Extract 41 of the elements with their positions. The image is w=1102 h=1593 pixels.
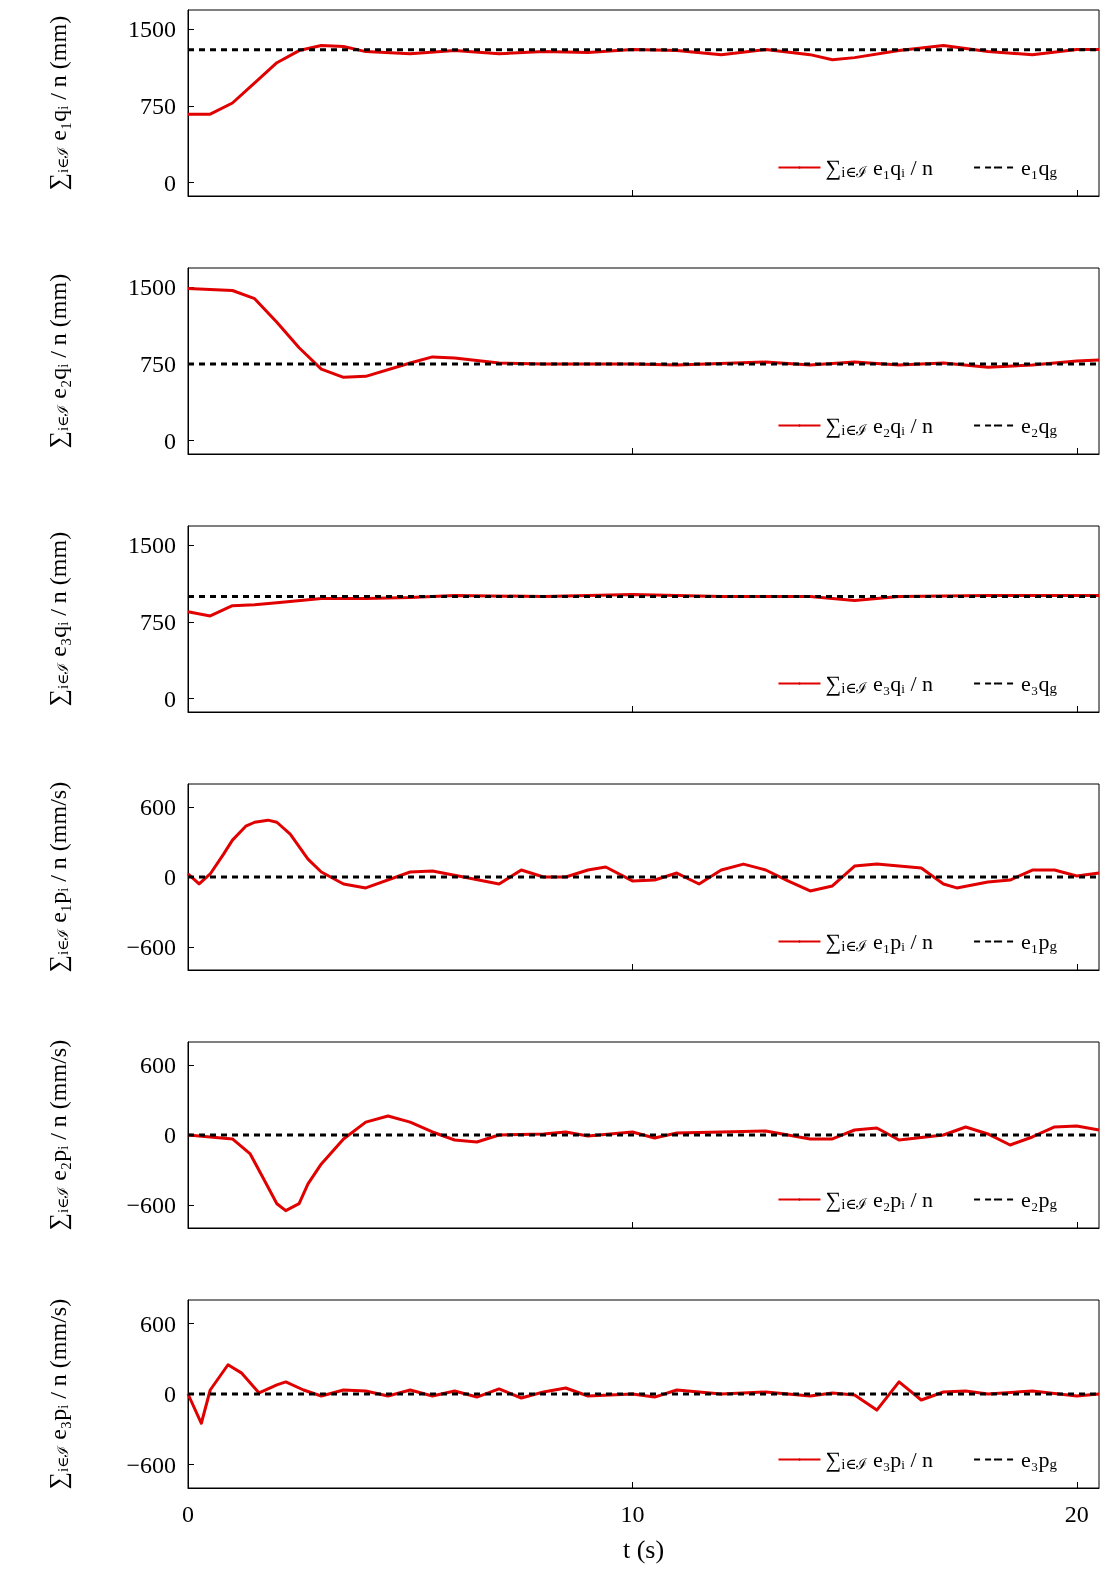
y-tick-label: 0 xyxy=(164,685,176,712)
y-axis-title: ∑i∈ℐ e₃pᵢ / n (mm/s) xyxy=(45,1298,72,1490)
legend-label: ∑i∈ℐ e₃pᵢ / n xyxy=(825,1447,934,1472)
y-axis-title: ∑i∈ℐ e₂qᵢ / n (mm) xyxy=(45,273,72,449)
y-tick-label: 0 xyxy=(164,169,176,196)
x-tick-label: 10 xyxy=(620,1501,645,1527)
legend-label: ∑i∈ℐ e₁pᵢ / n xyxy=(825,929,934,954)
legend-label: ∑i∈ℐ e₂pᵢ / n xyxy=(825,1187,934,1212)
y-tick-label: 1500 xyxy=(128,16,176,43)
x-axis-title: t (s) xyxy=(622,1534,665,1564)
legend-label: ∑i∈ℐ e₁qᵢ / n xyxy=(825,155,934,180)
y-tick-label: 600 xyxy=(140,1052,176,1079)
legend-label: ∑i∈ℐ e₂qᵢ / n xyxy=(825,413,934,438)
y-tick-label: 1500 xyxy=(128,532,176,559)
legend-label: e₂pg xyxy=(1021,1187,1058,1212)
y-tick-label: 0 xyxy=(164,864,176,890)
legend-label: e₂qg xyxy=(1021,413,1058,438)
y-tick-label: −600 xyxy=(126,1191,176,1218)
y-tick-label: 0 xyxy=(164,1381,176,1407)
y-tick-label: 750 xyxy=(140,609,176,636)
y-tick-label: −600 xyxy=(126,1451,176,1478)
legend-label: e₁qg xyxy=(1021,155,1058,180)
y-tick-label: 600 xyxy=(140,1310,176,1337)
y-axis-title: ∑i∈ℐ e₁qᵢ / n (mm) xyxy=(45,15,72,191)
legend-label: e₃pg xyxy=(1021,1447,1058,1472)
legend-label: e₁pg xyxy=(1021,929,1058,954)
y-axis-title: ∑i∈ℐ e₁pᵢ / n (mm/s) xyxy=(45,781,72,973)
y-tick-label: 750 xyxy=(140,93,176,120)
y-tick-label: 0 xyxy=(164,1122,176,1148)
y-tick-label: 600 xyxy=(140,794,176,821)
x-tick-label: 0 xyxy=(182,1501,194,1527)
line-series xyxy=(186,818,1101,893)
y-tick-label: 1500 xyxy=(128,274,176,301)
y-tick-label: −600 xyxy=(126,933,176,960)
y-tick-label: 0 xyxy=(164,427,176,454)
legend-label: e₃qg xyxy=(1021,671,1058,696)
y-axis-title: ∑i∈ℐ e₂pᵢ / n (mm/s) xyxy=(45,1039,72,1231)
x-tick-label: 20 xyxy=(1064,1501,1089,1527)
legend-label: ∑i∈ℐ e₃qᵢ / n xyxy=(825,671,934,696)
y-tick-label: 750 xyxy=(140,351,176,378)
y-axis-title: ∑i∈ℐ e₃qᵢ / n (mm) xyxy=(45,531,72,707)
